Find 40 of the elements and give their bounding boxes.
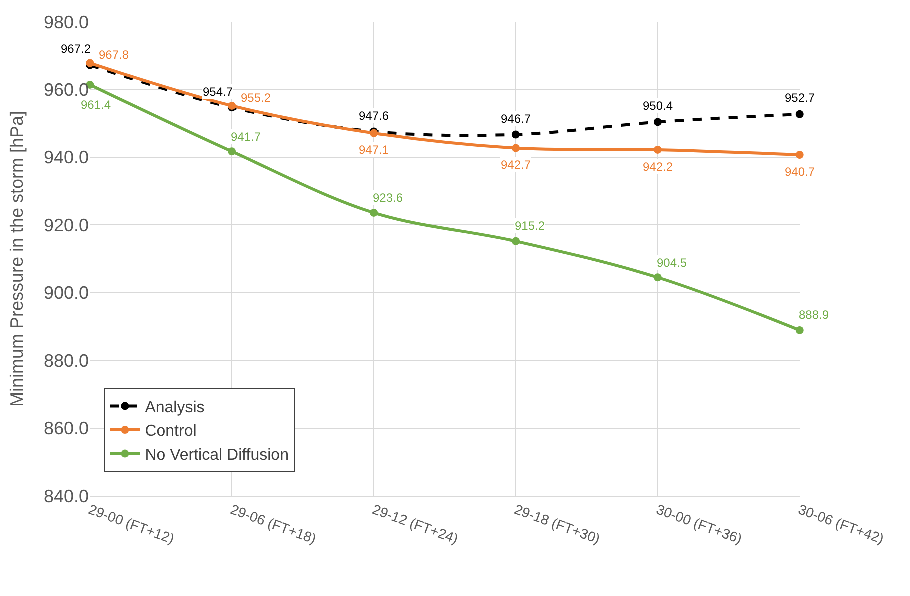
- data-label: 961.4: [81, 98, 112, 112]
- legend-label: No Vertical Diffusion: [145, 447, 289, 464]
- data-label: 967.2: [61, 42, 92, 56]
- data-label: 904.5: [657, 256, 688, 270]
- y-tick-label: 940.0: [44, 148, 89, 168]
- point: [370, 208, 378, 217]
- data-label: 941.7: [231, 130, 262, 144]
- point: [654, 146, 662, 154]
- point: [796, 326, 804, 334]
- data-label: 952.7: [785, 91, 816, 105]
- data-label: 915.2: [515, 219, 546, 233]
- point: [654, 274, 662, 282]
- point: [512, 130, 520, 139]
- y-tick-label: 880.0: [44, 350, 89, 371]
- y-axis-title: Minimum Pressure in the storm [hPa]: [7, 110, 28, 408]
- legend-label: Analysis: [145, 399, 205, 416]
- data-label: 942.7: [501, 158, 532, 172]
- point: [228, 148, 236, 156]
- data-label: 923.6: [373, 191, 404, 205]
- point: [796, 151, 804, 160]
- data-label: 967.8: [99, 48, 130, 62]
- point: [512, 144, 520, 152]
- point: [796, 110, 804, 118]
- y-tick-label: 920.0: [44, 215, 89, 236]
- y-tick-label: 840.0: [44, 486, 89, 506]
- point: [654, 118, 662, 126]
- data-label: 947.1: [359, 143, 390, 157]
- y-tick-label: 980.0: [44, 12, 89, 32]
- data-label: 942.2: [643, 160, 674, 174]
- data-label: 954.7: [203, 85, 234, 99]
- data-label: 946.7: [501, 112, 532, 126]
- data-label: 950.4: [643, 99, 674, 113]
- data-label: 955.2: [241, 91, 272, 105]
- y-tick-label: 860.0: [44, 418, 89, 439]
- data-label: 940.7: [785, 165, 816, 179]
- data-label: 947.6: [359, 109, 390, 123]
- point: [512, 237, 520, 246]
- y-tick-label: 960.0: [44, 80, 89, 100]
- data-label: 888.9: [799, 308, 830, 322]
- y-tick-label: 900.0: [44, 283, 89, 304]
